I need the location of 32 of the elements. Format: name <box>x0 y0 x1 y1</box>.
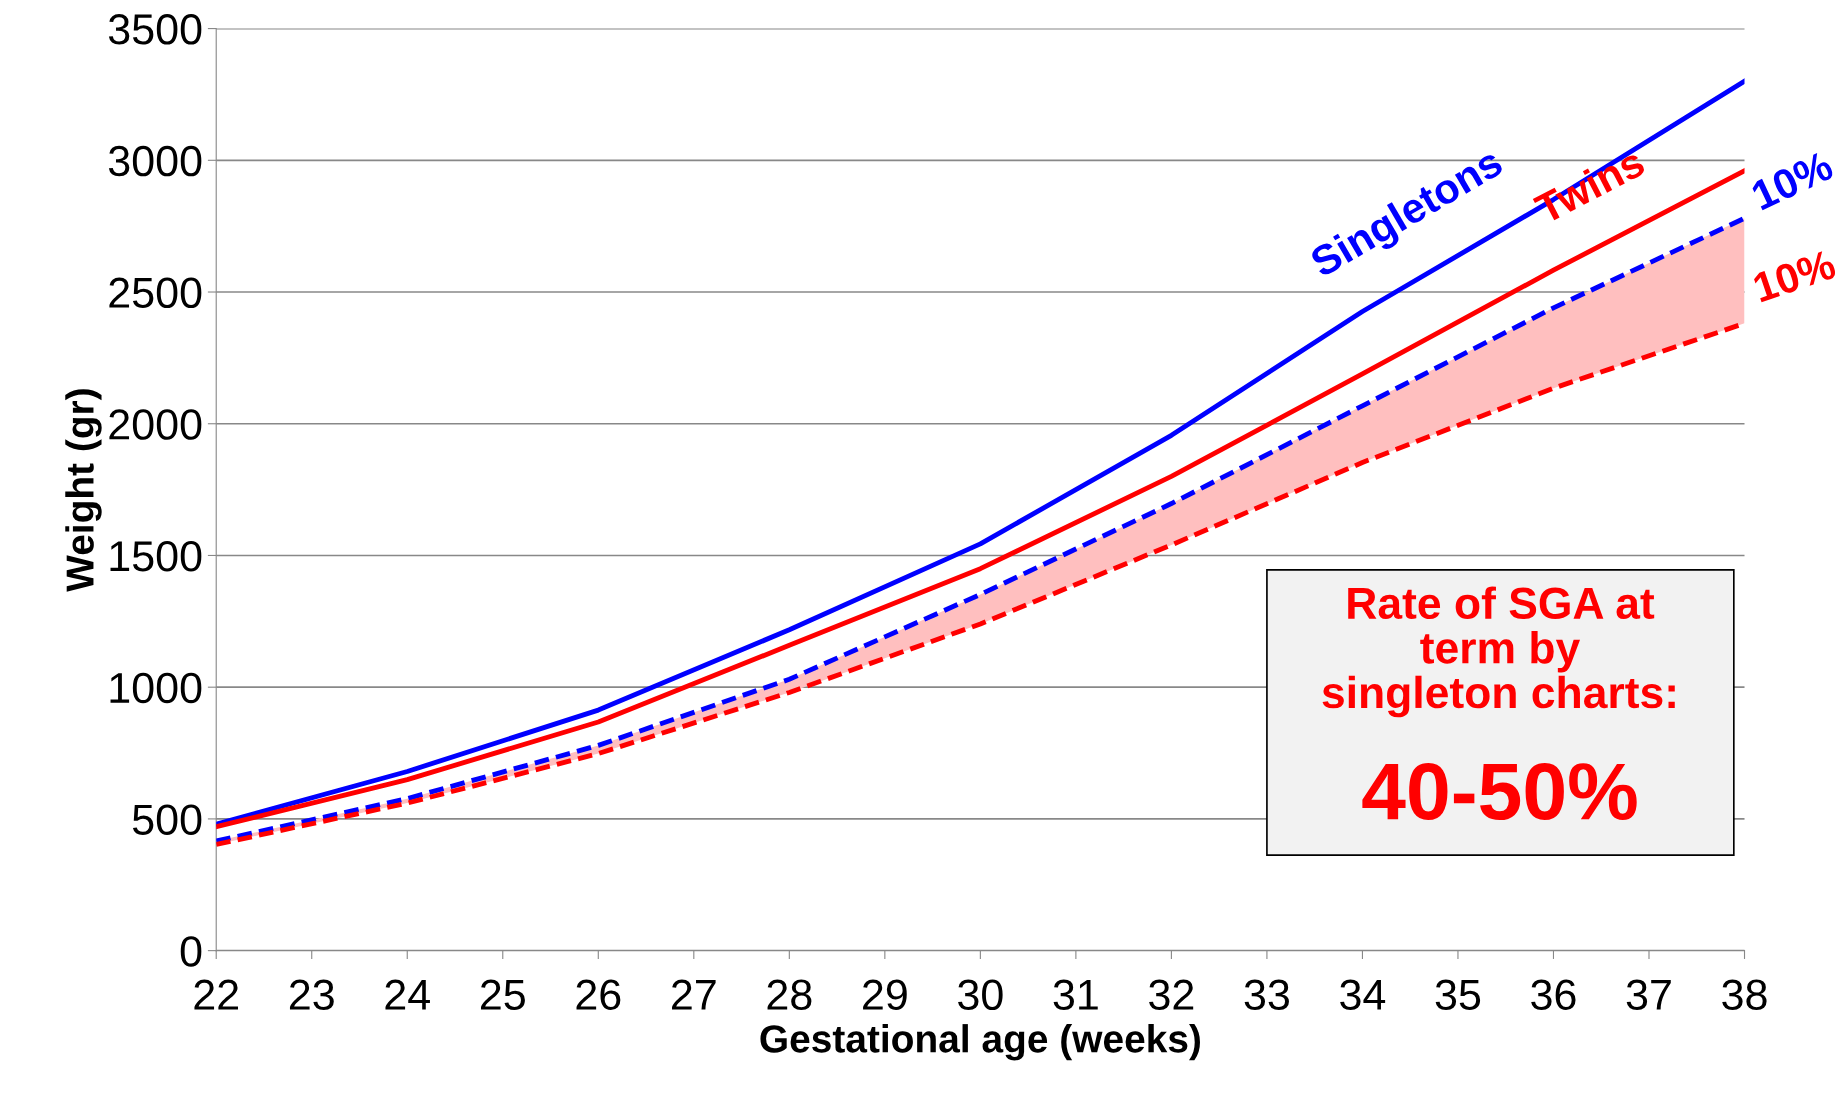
annotation: 40-50% <box>1362 763 1637 821</box>
y-tick-label: 0 <box>180 936 202 967</box>
x-tick-label: 29 <box>863 979 907 1011</box>
x-tick-label: 25 <box>480 979 525 1011</box>
y-tick-label: 3000 <box>108 145 202 177</box>
y-tick-label: 2000 <box>109 409 202 440</box>
annotation: Rate of SGA at term by singleton charts: <box>1322 586 1675 718</box>
text: 10% <box>1752 249 1838 303</box>
y-axis-title: Weight (gr) <box>65 389 102 592</box>
x-tick-label: 28 <box>767 979 812 1011</box>
x-tick-label: 37 <box>1626 979 1671 1011</box>
y-tick-label: 3500 <box>108 14 202 45</box>
x-tick-label: 34 <box>1340 979 1386 1011</box>
x-tick-label: 26 <box>576 979 621 1011</box>
x-tick-label: 31 <box>1053 979 1098 1011</box>
x-tick-label: 27 <box>672 979 716 1010</box>
x-axis-title: Gestational age (weeks) <box>760 1024 1200 1061</box>
y-tick-label: 2500 <box>109 277 202 309</box>
x-tick-label: 33 <box>1244 979 1289 1011</box>
x-tick-label: 35 <box>1435 979 1481 1011</box>
x-tick-label: 23 <box>289 979 334 1011</box>
text: 10% <box>1750 150 1835 211</box>
x-tick-label: 30 <box>958 979 1003 1011</box>
y-tick-label: 1500 <box>110 541 202 572</box>
x-tick-label: 38 <box>1722 979 1767 1011</box>
x-tick-label: 36 <box>1531 979 1576 1011</box>
y-tick-label: 500 <box>132 804 202 835</box>
y-tick-label: 1000 <box>110 672 202 704</box>
text: Twins <box>1532 145 1647 225</box>
x-tick-label: 24 <box>385 979 430 1010</box>
x-tick-label: 32 <box>1149 979 1194 1011</box>
x-tick-label: 22 <box>194 979 238 1010</box>
